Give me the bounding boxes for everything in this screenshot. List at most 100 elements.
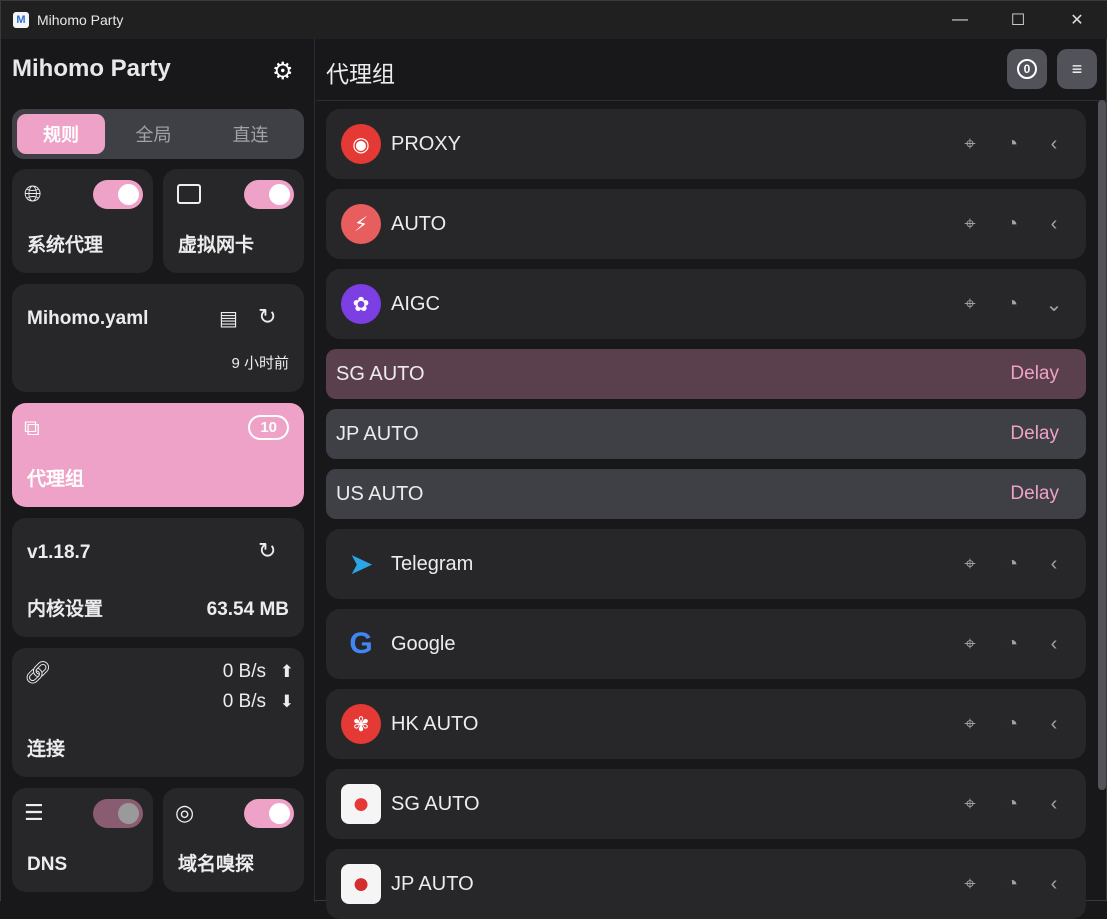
sidebar: Mihomo Party ⚙ 规则 全局 直连 🌐︎ 系统代理 虚拟网卡 Mih… (1, 39, 315, 902)
profile-name: Mihomo.yaml (27, 308, 149, 329)
app-logo-icon: M (13, 12, 29, 28)
group-name: Google (391, 632, 456, 655)
proxy-groups-label: 代理组 (27, 469, 85, 490)
locate-icon[interactable]: ⌖ (964, 132, 976, 155)
proxy-group-card[interactable]: ● SG AUTO ⌖ ◔ ‹ (326, 769, 1086, 839)
arrow-up-icon: ⬆ (279, 662, 294, 681)
server-icon: ☰ (24, 800, 44, 825)
tun-card[interactable]: 虚拟网卡 (163, 169, 304, 273)
proxy-item[interactable]: SG AUTO Delay (326, 349, 1086, 399)
group-count-badge: 10 (248, 415, 289, 440)
locate-icon[interactable]: ⌖ (964, 632, 976, 655)
mode-global-tab[interactable]: 全局 (135, 125, 172, 145)
profile-card[interactable]: Mihomo.yaml ▤ ↻ 9 小时前 (12, 284, 304, 392)
network-card-icon (177, 184, 201, 204)
delay-button[interactable]: Delay (1010, 483, 1059, 504)
chevron-left-icon[interactable]: ‹ (1050, 552, 1058, 575)
group-name: HK AUTO (391, 712, 479, 735)
chevron-left-icon[interactable]: ‹ (1050, 132, 1058, 155)
scrollbar[interactable] (1098, 100, 1106, 790)
proxy-group-card[interactable]: ✿ AIGC ⌖ ◔ ⌄ (326, 269, 1086, 339)
dns-toggle[interactable] (93, 799, 143, 828)
edit-file-icon[interactable]: ▤ (219, 308, 238, 330)
mode-switch: 规则 全局 直连 (12, 109, 304, 159)
maximize-button[interactable]: ☐ (1010, 12, 1026, 29)
proxy-group-card[interactable]: ✾ HK AUTO ⌖ ◔ ‹ (326, 689, 1086, 759)
mode-rule-tab[interactable]: 规则 (17, 114, 105, 154)
proxy-group-card[interactable]: G Google ⌖ ◔ ‹ (326, 609, 1086, 679)
group-name: JP AUTO (391, 872, 474, 895)
locate-icon[interactable]: ⌖ (964, 212, 976, 235)
proxy-item[interactable]: US AUTO Delay (326, 469, 1086, 519)
proxy-name: JP AUTO (336, 422, 419, 445)
chevron-left-icon[interactable]: ‹ (1050, 712, 1058, 735)
group-logo-icon: ✾ (341, 704, 381, 744)
sniffer-toggle[interactable] (244, 799, 294, 828)
sniffer-card[interactable]: ◎ 域名嗅探 (163, 788, 304, 892)
mode-direct-tab[interactable]: 直连 (232, 125, 269, 145)
locate-icon[interactable]: ⌖ (964, 792, 976, 815)
tun-label: 虚拟网卡 (178, 235, 255, 256)
tun-toggle[interactable] (244, 180, 294, 209)
proxy-group-card[interactable]: ● JP AUTO ⌖ ◔ ‹ (326, 849, 1086, 919)
zero-circle-icon: 0 (1017, 59, 1037, 79)
minimize-button[interactable]: — (952, 11, 968, 28)
sort-lines-icon: ≡ (1071, 58, 1083, 79)
proxy-groups-card[interactable]: ⧉ 10 代理组 (12, 403, 304, 507)
delay-button[interactable]: Delay (1010, 363, 1059, 384)
locate-icon[interactable]: ⌖ (964, 872, 976, 895)
speedometer-icon[interactable]: ◔ (1005, 212, 1019, 235)
group-logo-icon: ✿ (341, 284, 381, 324)
proxy-name: US AUTO (336, 482, 424, 505)
delay-button[interactable]: Delay (1010, 423, 1059, 444)
proxy-group-card[interactable]: ⚡ AUTO ⌖ ◔ ‹ (326, 189, 1086, 259)
settings-gear-icon[interactable]: ⚙ (272, 58, 294, 85)
chevron-left-icon[interactable]: ‹ (1050, 872, 1058, 895)
title-bar: M Mihomo Party — ☐ ✕ (1, 1, 1107, 39)
group-name: AUTO (391, 212, 447, 235)
speedometer-icon[interactable]: ◔ (1005, 792, 1019, 815)
brand-title: Mihomo Party (12, 55, 171, 82)
chevron-left-icon[interactable]: ‹ (1050, 212, 1058, 235)
group-logo-icon: ➤ (348, 547, 374, 581)
sort-button[interactable]: ≡ (1057, 49, 1097, 89)
proxy-group-card[interactable]: ➤ Telegram ⌖ ◔ ‹ (326, 529, 1086, 599)
proxy-item[interactable]: JP AUTO Delay (326, 409, 1086, 459)
core-card[interactable]: v1.18.7 ↻ 内核设置 63.54 MB (12, 518, 304, 637)
core-version: v1.18.7 (27, 542, 91, 563)
group-logo-icon: ◉ (341, 124, 381, 164)
proxy-group-card[interactable]: ◉ PROXY ⌖ ◔ ‹ (326, 109, 1086, 179)
close-button[interactable]: ✕ (1070, 12, 1084, 29)
delay-test-button[interactable]: 0 (1007, 49, 1047, 89)
core-restart-icon[interactable]: ↻ (258, 538, 277, 563)
group-name: SG AUTO (391, 792, 480, 815)
sniffer-label: 域名嗅探 (178, 854, 255, 875)
speedometer-icon[interactable]: ◔ (1005, 292, 1019, 315)
speedometer-icon[interactable]: ◔ (1005, 632, 1019, 655)
group-logo-icon: ⚡ (341, 204, 381, 244)
speedometer-icon[interactable]: ◔ (1005, 132, 1019, 155)
arrow-down-icon: ⬇ (279, 692, 294, 711)
locate-icon[interactable]: ⌖ (964, 712, 976, 735)
locate-icon[interactable]: ⌖ (964, 292, 976, 315)
chevron-down-icon[interactable]: ⌄ (1045, 293, 1063, 316)
connections-card[interactable]: 🔗︎ 0 B/s ⬆ 0 B/s ⬇ 连接 (12, 648, 304, 777)
dns-card[interactable]: ☰ DNS (12, 788, 153, 892)
locate-icon[interactable]: ⌖ (964, 552, 976, 575)
chevron-left-icon[interactable]: ‹ (1050, 632, 1058, 655)
header-divider (316, 100, 1107, 101)
speedometer-icon[interactable]: ◔ (1005, 712, 1019, 735)
sysproxy-card[interactable]: 🌐︎ 系统代理 (12, 169, 153, 273)
speedometer-icon[interactable]: ◔ (1005, 552, 1019, 575)
speedometer-icon[interactable]: ◔ (1005, 872, 1019, 895)
refresh-icon[interactable]: ↻ (258, 304, 277, 329)
group-logo-icon: ● (341, 864, 381, 904)
radar-icon: ◎ (175, 800, 195, 825)
download-speed: 0 B/s (222, 691, 266, 712)
group-name: AIGC (391, 292, 440, 315)
group-name: Telegram (391, 552, 474, 575)
sysproxy-toggle[interactable] (93, 180, 143, 209)
chevron-left-icon[interactable]: ‹ (1050, 792, 1058, 815)
memory-usage: 63.54 MB (206, 599, 289, 620)
link-icon: 🔗︎ (24, 660, 52, 685)
